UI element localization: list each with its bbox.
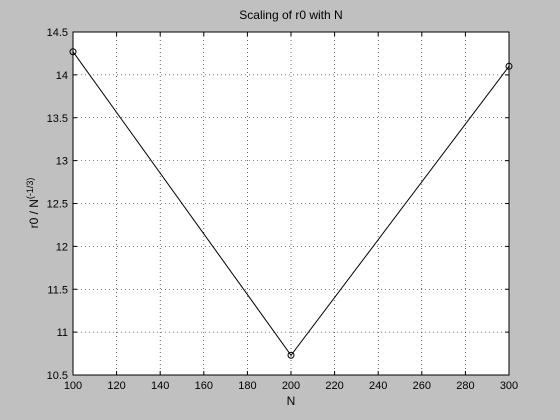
x-tick-label: 120 [107, 380, 125, 392]
x-tick-label: 220 [325, 380, 343, 392]
data-point [287, 351, 295, 359]
data-point [69, 48, 77, 56]
y-tick-label: 11 [57, 327, 68, 339]
x-tick-label: 180 [238, 380, 256, 392]
y-axis-label-base: r0 / N [27, 199, 41, 228]
x-tick-label: 140 [151, 380, 169, 392]
y-tick-label: 13.5 [47, 113, 68, 125]
x-tick-labels: 100 120 140 160 180 200 220 240 260 280 300 [64, 380, 518, 392]
x-tick-label: 300 [500, 380, 518, 392]
chart-title: Scaling of r0 with N [239, 8, 342, 22]
x-tick-label: 100 [64, 380, 82, 392]
x-axis-label: N [287, 394, 296, 408]
y-tick-label: 14 [56, 70, 68, 82]
y-tick-label: 10.5 [47, 370, 68, 382]
y-tick-label: 12.5 [47, 199, 68, 211]
y-axis-label: r0 / N(-1/3) [25, 178, 41, 229]
plot-area [73, 32, 509, 375]
x-tick-label: 200 [282, 380, 300, 392]
y-tick-label: 13 [56, 156, 68, 168]
y-axis-label-superscript: (-1/3) [25, 178, 35, 200]
y-tick-label: 11.5 [47, 284, 68, 296]
grid-lines [73, 32, 509, 375]
x-tick-label: 280 [456, 380, 474, 392]
series-layer [69, 48, 513, 359]
x-tick-label: 160 [195, 380, 213, 392]
y-tick-label: 14.5 [47, 27, 68, 39]
y-tick-labels: 10.5 11 11.5 12 12.5 13 13.5 14 14.5 [47, 27, 68, 382]
series-line [72, 51, 510, 357]
y-tick-label: 12 [56, 241, 68, 253]
data-point [505, 62, 513, 70]
axes-frame [72, 31, 510, 376]
x-tick-label: 260 [413, 380, 431, 392]
x-tick-label: 240 [369, 380, 387, 392]
